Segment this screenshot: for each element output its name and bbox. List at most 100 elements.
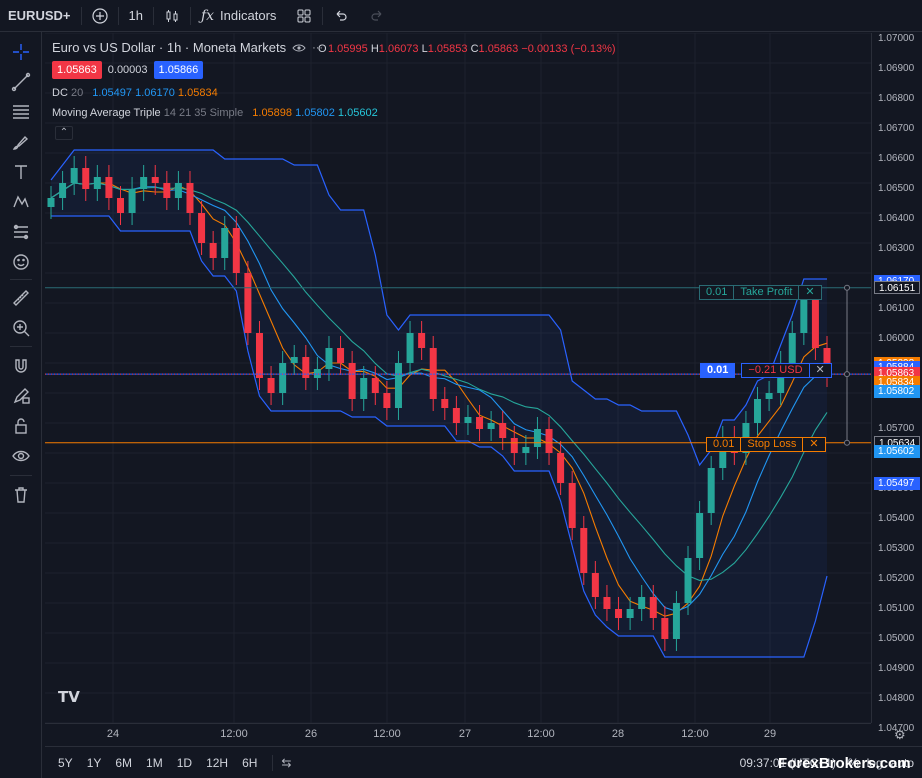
take-profit-order[interactable]: 0.01 Take Profit ✕ (699, 285, 822, 300)
log-toggle[interactable]: log (866, 755, 883, 770)
time-axis-label: 12:00 (220, 728, 248, 740)
close-icon[interactable]: ✕ (803, 437, 826, 452)
ruler-measure-icon[interactable] (9, 220, 33, 244)
time-axis-label: 12:00 (527, 728, 555, 740)
crosshair-icon[interactable] (9, 40, 33, 64)
eye-icon[interactable] (292, 43, 306, 53)
stop-loss-order[interactable]: 0.01 Stop Loss ✕ (706, 437, 826, 452)
price-axis-tag: 1.05602 (874, 445, 920, 459)
price-axis-label: 1.07000 (878, 33, 915, 44)
eye-icon[interactable] (9, 444, 33, 468)
price-axis-tag: 1.05497 (874, 476, 920, 490)
price-axis-label: 1.06400 (878, 213, 915, 224)
candle-body (696, 513, 704, 558)
indicator-legend-dc[interactable]: DC 20 1.05497 1.06170 1.05834 (52, 87, 218, 99)
pattern-icon[interactable] (9, 190, 33, 214)
percent-toggle[interactable]: % (847, 755, 859, 770)
emoji-icon[interactable] (9, 250, 33, 274)
divider (117, 6, 119, 25)
fib-icon[interactable] (9, 100, 33, 124)
chart-type-button[interactable] (154, 0, 190, 32)
trash-icon[interactable] (9, 483, 33, 507)
redo-button[interactable] (359, 0, 395, 32)
close-icon[interactable]: ✕ (799, 285, 822, 300)
goto-date-icon[interactable]: ⇆ (281, 755, 292, 770)
candle-body (290, 357, 298, 363)
candle-body (719, 438, 727, 468)
range-button-12h[interactable]: 12H (206, 755, 229, 770)
symbol-search-button[interactable]: EURUSD+ (8, 8, 71, 23)
spread-value: 0.00003 (107, 64, 148, 76)
candle-body (209, 243, 217, 258)
range-button-6h[interactable]: 6H (242, 755, 258, 770)
candle-body (348, 363, 356, 399)
forexbrokers-watermark: ForexBrokers.com (778, 755, 911, 772)
collapse-legend-button[interactable]: ⌃ (55, 126, 73, 140)
candle-body (116, 198, 124, 213)
price-axis[interactable]: 1.07000 1.06900 1.06800 1.06700 1.06600 1.065… (871, 33, 922, 734)
auto-toggle[interactable]: auto (890, 755, 914, 770)
tradingview-logo: TV (58, 688, 80, 706)
range-button-1y[interactable]: 1Y (86, 755, 102, 770)
redo-icon (371, 10, 382, 21)
close-icon[interactable]: ✕ (809, 363, 832, 378)
candle-body (371, 378, 379, 393)
range-button-1d[interactable]: 1D (176, 755, 193, 770)
price-axis-label: 1.06000 (878, 333, 915, 344)
symbol-title: Euro vs US Dollar · 1h · Moneta Markets (52, 40, 287, 55)
divider (189, 6, 191, 25)
settings-gear-icon[interactable]: ⚙ (894, 727, 906, 742)
divider (272, 754, 274, 771)
zoom-in-icon[interactable] (9, 316, 33, 340)
chart-legend: Euro vs US Dollar · 1h · Moneta Markets … (52, 40, 323, 55)
chart-pane[interactable] (45, 33, 871, 723)
brush-icon[interactable] (9, 130, 33, 154)
indicator-legend-ma[interactable]: Moving Average Triple 14 21 35 Simple 1.… (52, 107, 378, 119)
sell-button[interactable]: 1.05863 (52, 61, 102, 79)
candle-body (580, 528, 588, 573)
candles-icon (166, 9, 178, 22)
position-order[interactable]: 0.01 −0.21 USD ✕ (700, 363, 832, 378)
ruler-icon[interactable] (9, 286, 33, 310)
price-axis-label: 1.06500 (878, 183, 915, 194)
candle-body (418, 333, 426, 348)
price-axis-label: 1.05100 (878, 603, 915, 614)
time-axis-label: 26 (304, 728, 318, 740)
interval-button[interactable]: 1h (128, 8, 143, 23)
indicators-button[interactable]: ƒx Indicators (191, 0, 286, 32)
range-button-5y[interactable]: 5Y (58, 755, 73, 770)
candle-body (128, 189, 136, 213)
text-icon[interactable] (9, 160, 33, 184)
range-button-1m[interactable]: 1M (146, 755, 163, 770)
divider (10, 475, 32, 476)
ma-value-2: 1.05802 (295, 107, 335, 119)
buy-button[interactable]: 1.05866 (153, 61, 204, 79)
candle-body (337, 348, 345, 363)
candle-body (499, 423, 507, 438)
undo-button[interactable] (323, 0, 359, 32)
low-value: 1.05853 (427, 43, 468, 55)
magnet-icon[interactable] (9, 354, 33, 378)
drawing-toolbar (0, 32, 42, 778)
layouts-button[interactable] (286, 0, 322, 32)
donchian-upper-line (50, 149, 827, 467)
range-button-6m[interactable]: 6M (115, 755, 133, 770)
candle-body (163, 183, 171, 198)
buy-sell-panel: 1.05863 0.00003 1.05866 (52, 61, 204, 79)
candle-body (93, 177, 101, 189)
compare-add-button[interactable] (82, 0, 118, 32)
time-axis-label: 12:00 (681, 728, 709, 740)
trendline-icon[interactable] (9, 70, 33, 94)
lock-pencil-icon[interactable] (9, 384, 33, 408)
candle-body (811, 297, 819, 348)
open-value: 1.05995 (328, 43, 368, 55)
time-axis[interactable]: 24 12:00 26 12:00 27 12:00 28 12:00 29 (45, 723, 871, 745)
candle-body (313, 369, 321, 378)
tp-qty: 0.01 (699, 285, 735, 300)
price-axis-label: 1.06900 (878, 63, 915, 74)
candle-body (70, 168, 78, 183)
top-toolbar: EURUSD+ 1h ƒx Indicators (0, 0, 922, 32)
price-chart[interactable] (45, 33, 871, 723)
more-icon[interactable]: ··· (312, 41, 324, 54)
lock-icon[interactable] (9, 414, 33, 438)
